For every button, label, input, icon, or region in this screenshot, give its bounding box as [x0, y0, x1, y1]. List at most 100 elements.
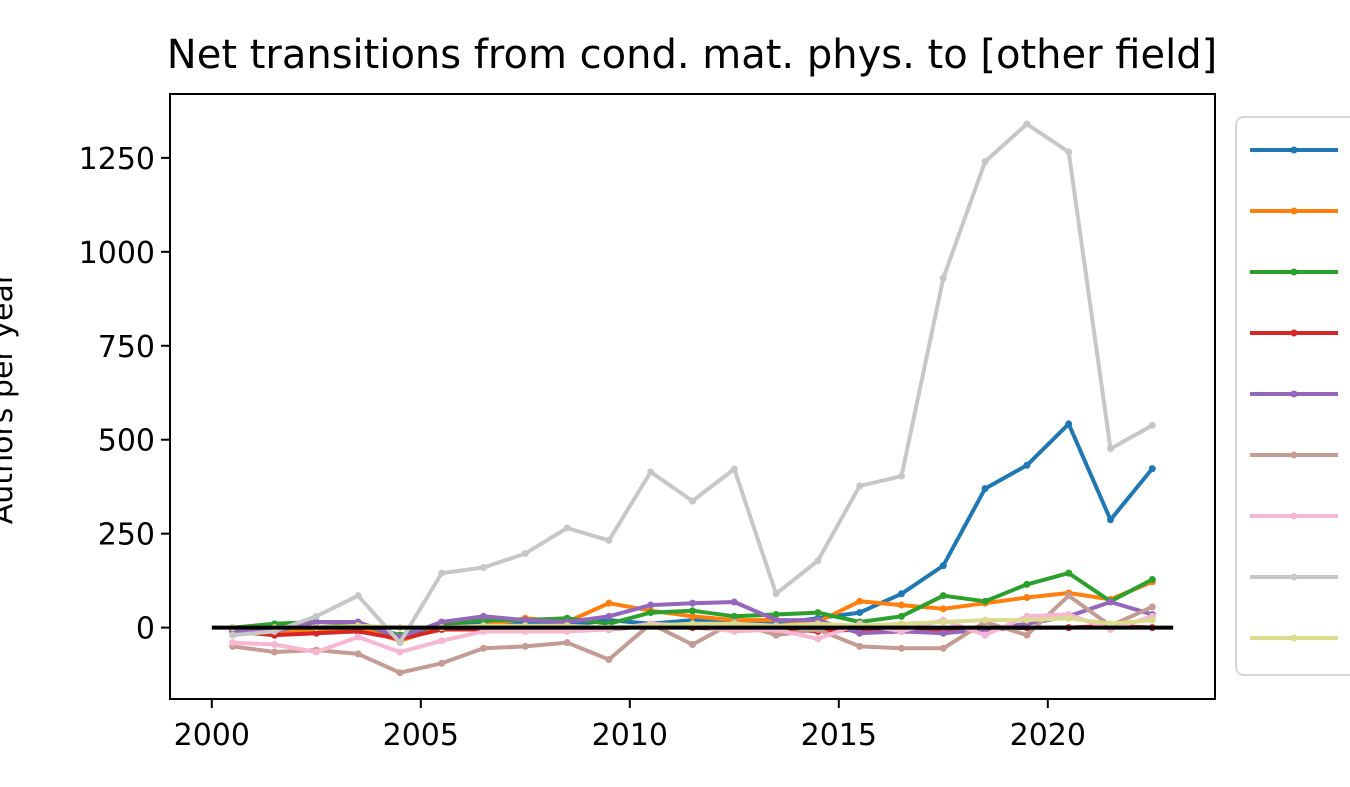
data-point	[563, 627, 571, 635]
data-point	[354, 633, 362, 641]
data-point	[1023, 461, 1031, 469]
legend-marker	[1290, 634, 1298, 642]
data-point	[229, 631, 237, 639]
data-point	[438, 569, 446, 577]
data-point	[312, 629, 320, 637]
legend-marker	[1290, 268, 1298, 276]
x-tick-label: 2005	[383, 718, 459, 753]
data-point	[939, 562, 947, 570]
data-point	[981, 485, 989, 493]
legend-entry-9	[1250, 634, 1338, 642]
data-point	[396, 648, 404, 656]
legend-marker	[1290, 207, 1298, 215]
x-tick-label: 2015	[801, 718, 877, 753]
data-point	[480, 627, 487, 635]
data-point	[772, 631, 780, 639]
data-point	[856, 629, 864, 637]
data-point	[1107, 598, 1114, 606]
data-point	[898, 472, 905, 480]
data-point	[1023, 580, 1031, 588]
data-point	[312, 612, 320, 620]
data-point	[1148, 465, 1156, 473]
chart-title: Net transitions from cond. mat. phys. to…	[167, 32, 1217, 78]
data-point	[981, 158, 989, 166]
data-point	[1023, 120, 1031, 128]
y-axis-label: Authors per year	[0, 271, 20, 524]
data-point	[689, 607, 696, 615]
data-point	[1107, 445, 1114, 453]
data-point	[1148, 576, 1156, 584]
data-point	[898, 627, 905, 635]
data-point	[229, 639, 237, 647]
data-point	[814, 557, 822, 565]
y-axis-ticks: 0 250 500 750 1000 1250	[79, 142, 170, 647]
plot-frame	[169, 93, 1216, 700]
legend-entry-3	[1250, 268, 1338, 276]
data-point	[730, 598, 738, 606]
legend-marker	[1290, 329, 1298, 337]
y-tick-label: 1250	[79, 142, 155, 177]
series-8	[229, 120, 1156, 647]
legend-entry-4	[1250, 329, 1338, 337]
y-tick-label: 250	[98, 518, 155, 553]
data-point	[939, 644, 947, 652]
legend-entry-8	[1250, 573, 1338, 581]
legend-entry-5	[1250, 390, 1338, 398]
data-point	[1023, 594, 1031, 602]
data-point	[856, 609, 864, 617]
data-point	[1023, 616, 1031, 624]
data-point	[689, 599, 696, 607]
data-point	[1065, 614, 1073, 622]
data-point	[981, 631, 989, 639]
data-point	[271, 648, 278, 656]
legend-marker	[1290, 573, 1298, 581]
data-point	[396, 669, 404, 677]
data-point	[521, 550, 529, 558]
data-point	[772, 590, 780, 598]
data-point	[1023, 631, 1031, 639]
data-point	[730, 627, 738, 635]
data-point	[730, 465, 738, 473]
legend-entry-7	[1250, 512, 1338, 520]
data-point	[438, 618, 446, 626]
y-tick-label: 1000	[79, 236, 155, 271]
x-tick-label: 2020	[1010, 718, 1086, 753]
data-point	[939, 274, 947, 282]
data-point	[730, 620, 738, 628]
y-tick-label: 750	[98, 330, 155, 365]
data-point	[605, 599, 613, 607]
data-point	[1148, 616, 1156, 624]
data-point	[1065, 592, 1073, 600]
data-point	[1065, 420, 1073, 428]
data-point	[647, 601, 655, 609]
data-point	[814, 609, 822, 617]
data-point	[939, 618, 947, 626]
legend-items	[1250, 146, 1338, 642]
data-point	[480, 563, 487, 571]
data-point	[647, 609, 655, 617]
legend-marker	[1290, 451, 1298, 459]
data-point	[1065, 569, 1073, 577]
data-point	[1107, 516, 1114, 524]
data-point	[1148, 603, 1156, 611]
data-point	[772, 610, 780, 618]
data-point	[521, 642, 529, 650]
data-point	[605, 656, 613, 664]
data-point	[438, 659, 446, 667]
data-point	[939, 629, 947, 637]
x-tick-label: 2010	[592, 718, 668, 753]
data-point	[521, 627, 529, 635]
data-point	[480, 644, 487, 652]
plot-area: 2000 2005 2010 2015 2020 0 250 500 750 1000 1250	[79, 93, 1216, 753]
data-point	[898, 601, 905, 609]
legend-entry-1	[1250, 146, 1338, 154]
data-point	[689, 641, 696, 649]
legend-marker	[1290, 390, 1298, 398]
data-point	[898, 620, 905, 628]
series-line	[230, 122, 1155, 645]
legend-marker	[1290, 146, 1298, 154]
data-point	[772, 616, 780, 624]
data-point	[939, 605, 947, 613]
data-point	[354, 650, 362, 658]
